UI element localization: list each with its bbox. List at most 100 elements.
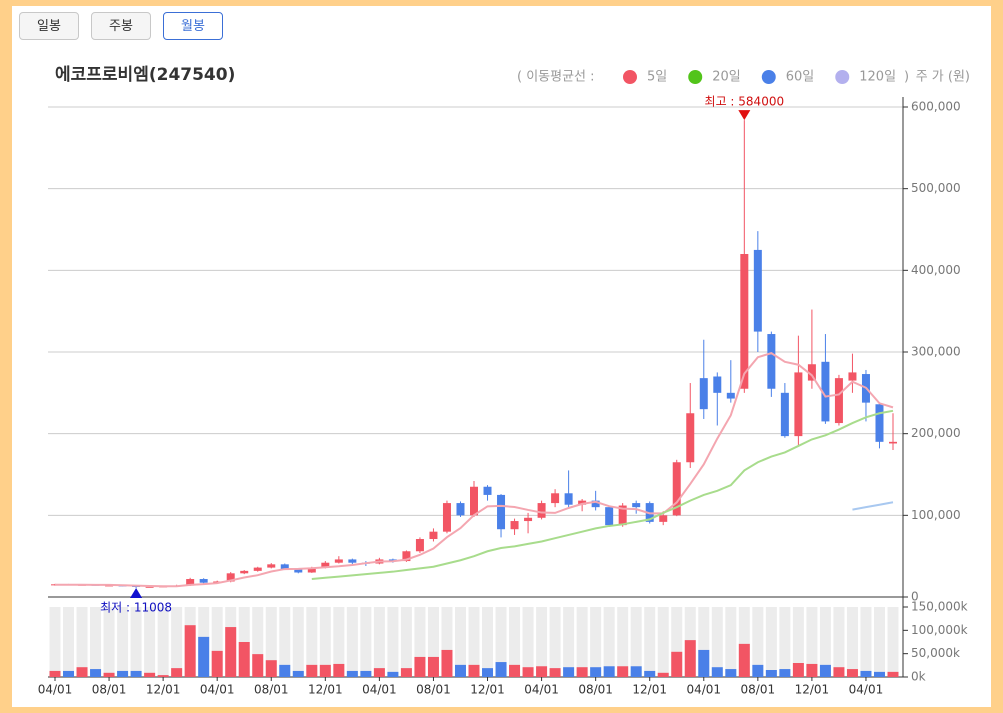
volume-bg	[482, 607, 494, 677]
volume-bg	[576, 607, 588, 677]
volume-bg	[806, 607, 818, 677]
low-label: 최저 : 11008	[100, 601, 172, 615]
volume-bg	[373, 607, 385, 677]
volume-bar	[765, 670, 777, 677]
candle-body	[524, 517, 533, 522]
x-tick-label: 12/01	[308, 683, 343, 697]
volume-bar	[563, 667, 575, 677]
legend-label: 5일	[647, 70, 667, 85]
candle-body	[294, 569, 303, 573]
volume-bar	[752, 664, 764, 677]
legend-swatch	[688, 70, 703, 84]
volume-bar	[738, 643, 750, 677]
volume-bar	[238, 642, 250, 677]
candle-body	[740, 254, 749, 389]
candle-body	[713, 376, 722, 393]
candle-body	[672, 462, 681, 516]
volume-bg	[779, 607, 791, 677]
volume-bg	[400, 607, 412, 677]
candle-body	[686, 413, 695, 463]
volume-bar	[90, 669, 102, 677]
volume-bar	[279, 664, 291, 677]
volume-bar	[603, 666, 615, 677]
volume-bar	[576, 667, 588, 677]
candle-body	[537, 503, 546, 518]
x-tick-label: 04/01	[524, 683, 559, 697]
candle-body	[415, 539, 424, 552]
volume-bar	[157, 675, 169, 677]
volume-bar	[482, 668, 494, 677]
chart-title: 에코프로비엠(247540)	[55, 65, 235, 85]
volume-bg	[279, 607, 291, 677]
volume-bar	[306, 664, 318, 677]
candle-body	[605, 507, 614, 526]
x-tick-label: 08/01	[578, 683, 613, 697]
volume-bg	[468, 607, 480, 677]
x-tick-label: 08/01	[416, 683, 451, 697]
volume-bar	[225, 627, 237, 677]
legend-swatch	[835, 70, 850, 84]
period-button[interactable]: 월봉	[163, 12, 223, 40]
y-axis-label: 주 가 (원)	[916, 70, 970, 85]
candle-body	[618, 505, 627, 526]
volume-bg	[252, 607, 264, 677]
volume-bar	[509, 664, 521, 677]
volume-bg	[873, 607, 885, 677]
ma-line	[55, 352, 894, 588]
volume-bg	[387, 607, 399, 677]
volume-bg	[103, 607, 115, 677]
volume-bar	[373, 668, 385, 677]
volume-bg	[765, 607, 777, 677]
volume-bar	[657, 672, 669, 677]
candle-body	[145, 586, 154, 588]
candle-body	[821, 361, 830, 422]
candle-body	[889, 441, 897, 444]
legend-swatch	[761, 70, 776, 84]
y-tick-label: 100,000	[911, 508, 961, 522]
volume-bar	[590, 667, 602, 677]
y-tick-label: 300,000	[911, 345, 961, 359]
x-tick-label: 08/01	[741, 683, 776, 697]
candle-body	[307, 567, 316, 573]
candle-body	[848, 372, 857, 381]
candle-body	[348, 559, 357, 563]
x-tick-label: 12/01	[795, 683, 830, 697]
volume-bar	[617, 666, 629, 677]
ma-line	[311, 409, 894, 581]
x-tick-label: 04/01	[38, 683, 73, 697]
volume-bar	[536, 666, 548, 677]
candle-body	[267, 564, 276, 568]
volume-bg	[819, 607, 831, 677]
volume-bar	[684, 640, 696, 677]
volume-tick-label: 50,000k	[911, 646, 960, 660]
volume-bar	[671, 651, 683, 677]
volume-bar	[630, 666, 642, 677]
candle-body	[699, 378, 708, 410]
x-tick-label: 04/01	[686, 683, 721, 697]
candle-body	[875, 404, 884, 442]
period-button[interactable]: 일봉	[19, 12, 79, 40]
volume-bg	[738, 607, 750, 677]
candle-body	[591, 500, 600, 508]
volume-bg	[90, 607, 102, 677]
volume-bg	[522, 607, 534, 677]
volume-bg	[846, 607, 858, 677]
candle-body	[429, 531, 438, 540]
x-tick-label: 04/01	[362, 683, 397, 697]
x-tick-label: 04/01	[849, 683, 884, 697]
volume-bar	[644, 670, 656, 677]
y-tick-label: 0	[911, 590, 919, 604]
period-button[interactable]: 주봉	[91, 12, 151, 40]
candle-body	[470, 486, 478, 516]
candle-body	[186, 579, 195, 586]
volume-bar	[860, 670, 872, 677]
volume-bg	[630, 607, 642, 677]
volume-tick-label: 100,000k	[911, 623, 968, 637]
candle-body	[794, 372, 803, 437]
volume-bar	[495, 662, 507, 677]
volume-bg	[306, 607, 318, 677]
x-tick-label: 12/01	[632, 683, 667, 697]
volume-bg	[49, 607, 61, 677]
candle-body	[280, 564, 289, 570]
